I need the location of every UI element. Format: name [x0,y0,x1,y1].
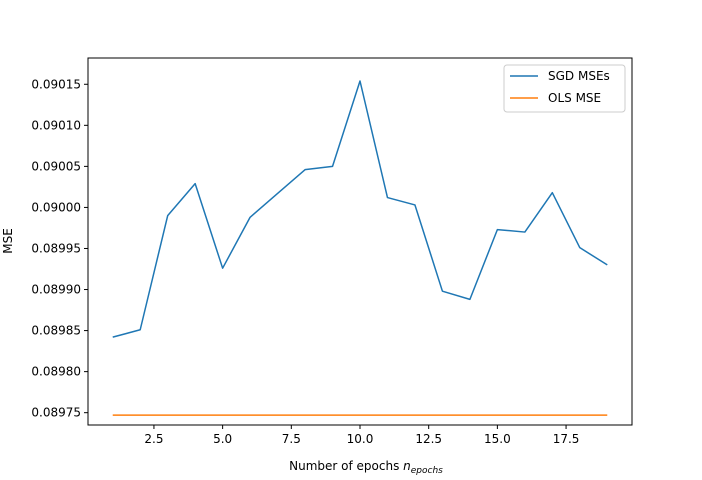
y-axis: 0.08975 0.08980 0.08985 0.08990 0.08995 0.090… [31,77,88,420]
y-tick-label: 0.09005 [31,159,81,173]
legend-label-sgd: SGD MSEs [548,69,610,83]
x-axis: 2.5 5.0 7.5 10.0 12.5 15.0 17.5 [144,425,579,446]
x-tick-label: 7.5 [282,432,301,446]
y-tick-label: 0.09010 [31,118,81,132]
legend: SGD MSEs OLS MSE [503,64,626,113]
legend-label-ols: OLS MSE [548,91,601,105]
x-axis-label-text: Number of epochs [289,459,403,473]
y-tick-label: 0.08980 [31,365,81,379]
x-axis-label: Number of epochs nepochs [289,459,443,476]
x-tick-label: 17.5 [553,432,580,446]
x-tick-label: 15.0 [484,432,511,446]
y-tick-label: 0.08985 [31,324,81,338]
y-tick-label: 0.09015 [31,77,81,91]
y-tick-label: 0.08975 [31,406,81,420]
y-tick-label: 0.08995 [31,241,81,255]
x-axis-label-subscript: epochs [411,466,443,476]
x-tick-label: 2.5 [144,432,163,446]
plot-background [88,58,632,425]
x-tick-label: 10.0 [347,432,374,446]
series-layer [112,80,608,416]
y-tick-label: 0.09000 [31,200,81,214]
x-axis-label-math: n [403,459,411,473]
x-tick-label: 12.5 [415,432,442,446]
y-axis-label: MSE [1,228,15,254]
y-tick-label: 0.08990 [31,283,81,297]
series-line-sgd [112,80,608,338]
x-tick-label: 5.0 [213,432,232,446]
